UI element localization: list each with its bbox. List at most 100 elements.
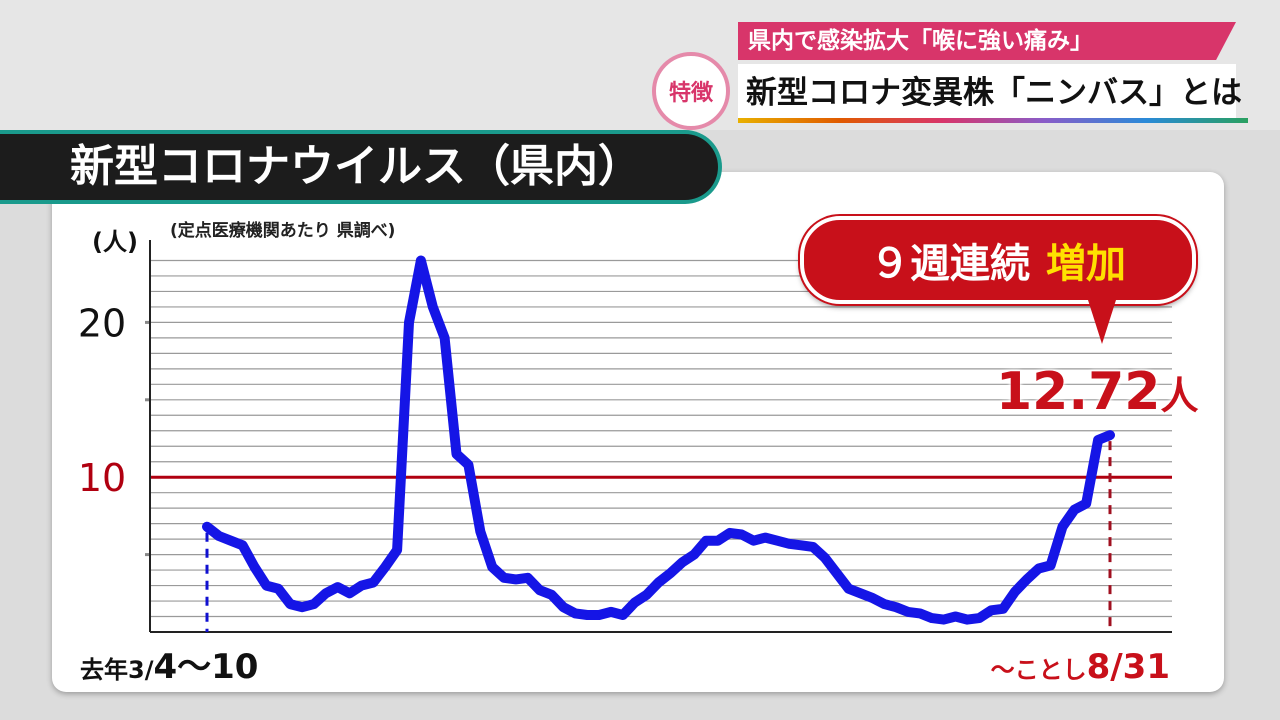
data-point	[668, 571, 672, 575]
data-point	[1060, 525, 1064, 529]
data-point	[954, 615, 958, 619]
data-point	[336, 585, 340, 589]
data-point	[490, 565, 494, 569]
data-point	[312, 602, 316, 606]
y-tick-label: 20	[78, 301, 126, 345]
data-point	[728, 531, 732, 535]
data-point	[383, 565, 387, 569]
data-point	[621, 613, 625, 617]
data-point	[989, 608, 993, 612]
data-point	[288, 602, 292, 606]
data-point	[371, 580, 375, 584]
data-point	[942, 618, 946, 622]
x-end-label: 〜ことし8/31	[991, 647, 1170, 687]
headline-2: 新型コロナ変異株「ニンバス」とは	[746, 75, 1242, 111]
data-point	[763, 536, 767, 540]
data-point	[633, 601, 637, 605]
data-point	[466, 463, 470, 467]
data-point	[502, 576, 506, 580]
data-point	[740, 532, 744, 536]
data-point	[1025, 577, 1029, 581]
data-point	[1037, 567, 1041, 571]
x-start-range: 4〜10	[153, 647, 258, 687]
latest-value: 12.72	[996, 362, 1161, 422]
data-point	[680, 560, 684, 564]
data-point	[752, 539, 756, 543]
data-point	[1049, 563, 1053, 567]
data-point	[1072, 508, 1076, 512]
feature-badge: 特徴	[652, 52, 730, 130]
data-point	[1001, 607, 1005, 611]
data-point	[716, 539, 720, 543]
data-point	[645, 593, 649, 597]
data-point	[882, 602, 886, 606]
x-end-prefix: 〜ことし	[991, 656, 1087, 684]
data-point	[1013, 590, 1017, 594]
data-point	[775, 539, 779, 543]
data-point	[965, 618, 969, 622]
headline-banner-2	[738, 64, 1236, 120]
data-point	[930, 616, 934, 620]
x-start-label: 去年3/4〜10	[80, 647, 258, 687]
y-tick-label: 10	[78, 456, 126, 500]
data-point	[324, 591, 328, 595]
data-point	[609, 610, 613, 614]
data-point	[514, 577, 518, 581]
series-line	[202, 255, 1115, 625]
x-end-date: 8/31	[1087, 647, 1170, 687]
data-point	[561, 605, 565, 609]
headline-1: 県内で感染拡大「喉に強い痛み」	[748, 28, 1093, 54]
data-point	[359, 584, 363, 588]
data-point	[478, 529, 482, 533]
data-point	[835, 571, 839, 575]
data-point	[585, 613, 589, 617]
data-point	[847, 587, 851, 591]
data-point	[395, 548, 399, 552]
callout-highlight: 増加	[1046, 241, 1126, 287]
data-point	[538, 588, 542, 592]
headline-stripe	[738, 118, 1248, 123]
data-point	[1108, 433, 1112, 437]
data-point	[241, 543, 245, 547]
data-point	[253, 565, 257, 569]
title-bar	[0, 130, 722, 204]
data-point	[1096, 438, 1100, 442]
data-point	[526, 576, 530, 580]
data-point	[431, 305, 435, 309]
data-point	[573, 611, 577, 615]
data-point	[419, 258, 423, 262]
data-point	[300, 605, 304, 609]
data-point	[811, 545, 815, 549]
data-point	[205, 525, 209, 529]
data-point	[407, 320, 411, 324]
headline-banner-1	[738, 22, 1236, 60]
data-point	[704, 539, 708, 543]
data-point	[858, 591, 862, 595]
callout-tail	[1088, 300, 1116, 344]
data-point	[597, 613, 601, 617]
data-point	[918, 611, 922, 615]
data-point	[1084, 502, 1088, 506]
callout-text: ９週連続	[870, 241, 1030, 287]
data-point	[455, 452, 459, 456]
data-point	[692, 553, 696, 557]
data-point	[443, 336, 447, 340]
callout-bubble: ９週連続 増加	[800, 216, 1196, 304]
latest-value-unit: 人	[1160, 374, 1199, 418]
data-point	[906, 610, 910, 614]
source-note: (定点医療機関あたり 県調べ)	[170, 220, 395, 241]
chart-title: 新型コロナウイルス（県内）	[70, 141, 642, 192]
data-point	[657, 580, 660, 584]
data-point	[894, 605, 898, 609]
data-point	[550, 593, 554, 597]
data-point	[229, 539, 233, 543]
data-point	[977, 616, 981, 620]
latest-value-label: 12.72人	[996, 362, 1199, 422]
data-point	[823, 556, 827, 560]
data-point	[276, 587, 280, 591]
x-start-prefix: 去年3/	[80, 656, 154, 684]
data-point	[264, 584, 268, 588]
data-point	[217, 534, 221, 538]
data-point	[348, 591, 352, 595]
